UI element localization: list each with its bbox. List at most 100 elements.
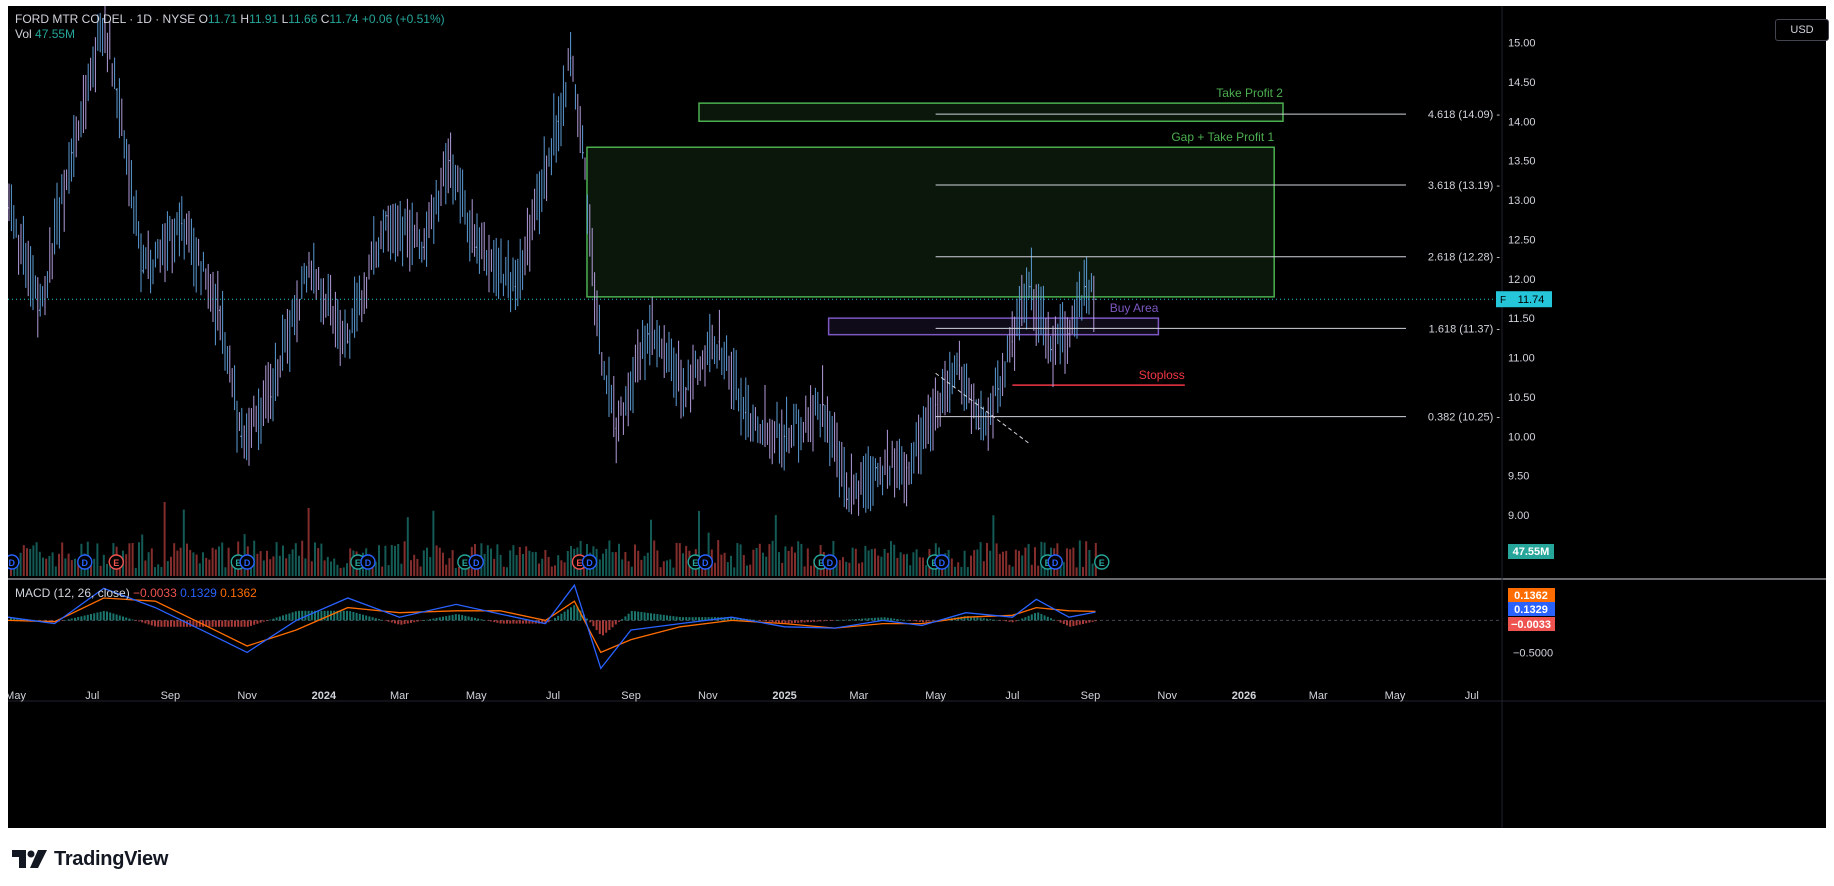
macd-hist-bar <box>861 618 864 621</box>
macd-hist-bar <box>963 616 966 621</box>
volume-bar <box>906 554 908 576</box>
macd-hist-bar <box>259 620 262 623</box>
macd-hist-bar <box>224 620 227 627</box>
event-marker-label-0: D <box>9 558 16 568</box>
price-axis[interactable]: 15.00 14.50 14.00 13.50 13.00 12.50 12.00 11.50… <box>8 6 1826 828</box>
volume-bar <box>349 548 352 576</box>
volume-bar <box>874 548 876 576</box>
price-tick-8: 11.00 <box>1508 353 1535 365</box>
macd-hist-bar <box>755 620 758 621</box>
macd-hist-bar <box>979 617 982 621</box>
macd-hist-bar <box>707 617 710 621</box>
volume-bar <box>298 555 300 576</box>
macd-hist-bar <box>621 619 624 621</box>
macd-hist-bar <box>128 618 131 621</box>
volume-bar <box>346 563 348 576</box>
volume-bar <box>368 565 371 576</box>
volume-bar <box>339 568 342 576</box>
time-tick-5: Mar <box>390 690 409 702</box>
volume-bar <box>637 550 640 576</box>
macd-hist-bar <box>157 620 160 627</box>
volume-bar <box>582 567 585 576</box>
macd-hist-bar <box>726 617 729 621</box>
macd-hist-bar <box>563 611 566 621</box>
time-tick-9: Nov <box>698 690 718 702</box>
volume-bar <box>893 544 896 576</box>
event-marker-label-11: E <box>692 558 698 568</box>
event-marker-label-14: D <box>827 558 834 568</box>
volume-bar <box>22 545 25 576</box>
macd-hist-bar <box>122 616 124 621</box>
volume-bar <box>506 567 508 576</box>
macd-badge-text-2: −0.0033 <box>1511 619 1551 631</box>
macd-hist-bar <box>1053 619 1056 621</box>
volume-bar <box>653 540 656 576</box>
volume-bar <box>736 543 739 576</box>
macd-tick: −0.5000 <box>1513 647 1553 659</box>
volume-bar <box>400 563 403 576</box>
macd-hist-bar <box>352 612 355 621</box>
macd-hist-bar <box>848 619 851 621</box>
macd-badge-0 <box>1508 588 1555 602</box>
event-marker-label-4: D <box>244 558 251 568</box>
macd-hist-bar <box>179 620 182 627</box>
volume-bar <box>931 566 934 576</box>
macd-hist-bar <box>61 620 64 621</box>
macd-hist-bar <box>909 620 912 621</box>
macd-hist-bar <box>544 620 547 624</box>
macd-hist-bar <box>90 614 92 621</box>
volume-header[interactable]: Vol 47.55M <box>15 27 75 41</box>
macd-hist-bar <box>701 617 704 621</box>
macd-hist-bar <box>467 616 470 621</box>
volume-bar <box>224 567 227 576</box>
volume-bar <box>813 559 816 576</box>
volume-bar <box>656 550 659 576</box>
volume-bar <box>672 567 675 576</box>
volume-bar <box>445 564 448 576</box>
volume-bar <box>150 548 153 576</box>
macd-hist-value: −0.0033 <box>133 586 177 600</box>
tradingview-logo[interactable]: TradingView <box>12 846 168 872</box>
symbol-header[interactable]: FORD MTR CO DEL · 1D · NYSE O11.71 H11.9… <box>15 12 445 26</box>
price-point <box>218 309 221 311</box>
volume-bar <box>768 544 771 576</box>
volume-bar <box>218 546 220 576</box>
macd-hist-bar <box>163 620 166 627</box>
macd-hist-bar <box>982 618 985 621</box>
time-axis[interactable]: May Jul Sep Nov 2024 Mar May Jul Sep Nov 2025 Mar Ma… <box>8 690 1826 702</box>
macd-hist-bar <box>915 620 918 622</box>
volume-bar <box>1075 567 1078 576</box>
volume-bar <box>10 568 12 576</box>
macd-hist-bar <box>227 620 230 627</box>
macd-hist-bar <box>592 620 595 627</box>
macd-hist-bar <box>298 610 300 621</box>
volume-bar <box>918 557 921 576</box>
volume-bar <box>554 565 556 576</box>
time-tick-0: May <box>8 690 26 702</box>
chart-area[interactable]: Take Profit 2 Gap + Take Profit 1 Buy Area… <box>8 6 1829 828</box>
macd-hist-bar <box>333 610 336 621</box>
macd-hist-bar <box>1091 620 1094 622</box>
macd-hist-bar <box>886 617 889 621</box>
volume-bar <box>982 561 985 576</box>
macd-hist-bar <box>986 618 988 621</box>
macd-header[interactable]: MACD (12, 26, close) −0.0033 0.1329 0.13… <box>15 586 257 600</box>
chart-canvas[interactable]: Take Profit 2 Gap + Take Profit 1 Buy Area… <box>8 6 1826 828</box>
macd-hist-bar <box>294 611 297 621</box>
macd-hist-bar <box>70 618 73 621</box>
macd-badge-2 <box>1508 617 1555 631</box>
volume-bar <box>771 540 774 576</box>
macd-hist-bar <box>765 620 768 622</box>
event-marker-label-10: D <box>586 558 593 568</box>
price-point <box>514 286 516 288</box>
event-marker-12 <box>697 554 713 570</box>
volume-bar <box>179 547 182 576</box>
price-tick-12: 9.00 <box>1508 510 1529 522</box>
price-tick-11: 9.50 <box>1508 471 1529 483</box>
macd-hist-bar <box>595 620 598 631</box>
currency-button[interactable]: USD <box>1775 19 1829 41</box>
fib-levels: 4.618 (14.09) - 3.618 (13.19) - 2.618 (12.… <box>935 109 1500 424</box>
macd-hist-bar <box>541 620 544 624</box>
volume-bar <box>131 543 134 576</box>
volume-bar <box>1078 540 1081 576</box>
